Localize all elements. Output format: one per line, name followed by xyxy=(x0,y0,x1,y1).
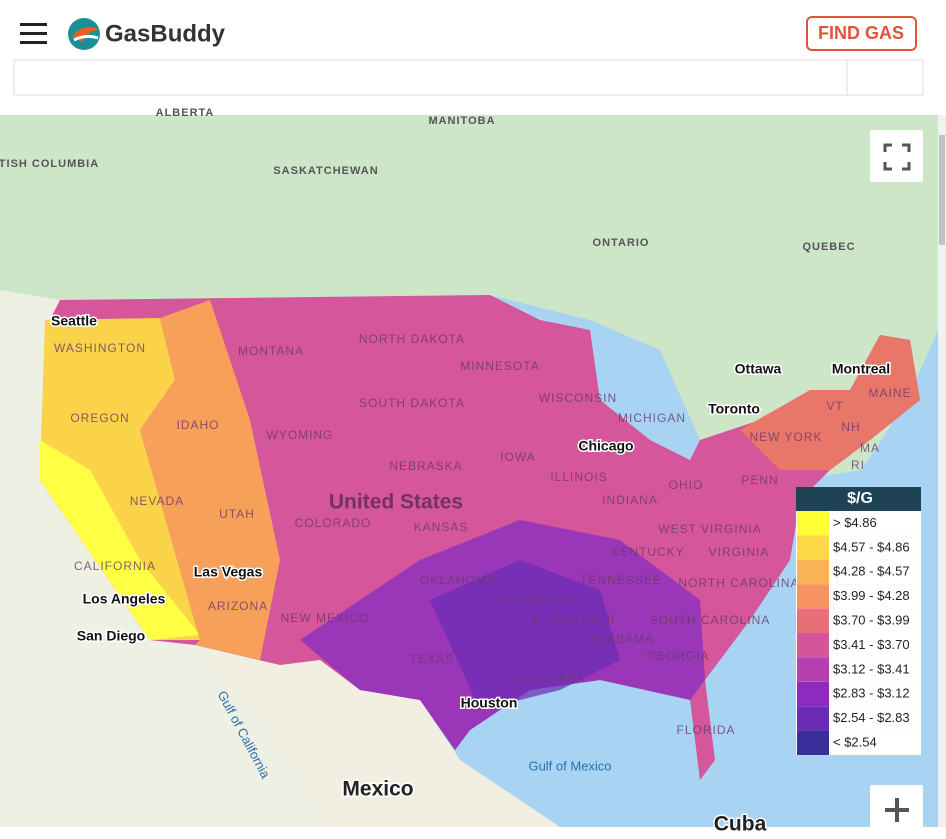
map-label: MISSISSIPPI xyxy=(533,612,615,626)
map-label: NORTH CAROLINA xyxy=(678,576,799,590)
map-label: ARIZONA xyxy=(208,599,268,613)
legend-label: $3.12 - $3.41 xyxy=(833,661,910,676)
fullscreen-icon xyxy=(883,143,911,171)
map-label: ILLINOIS xyxy=(550,470,607,484)
map-label: QUEBEC xyxy=(802,241,855,253)
map-label: KENTUCKY xyxy=(611,545,684,559)
map-label: VIRGINIA xyxy=(709,545,770,559)
map-label: OKLAHOMA xyxy=(420,573,496,587)
map-label: Las Vegas xyxy=(194,564,263,580)
legend-swatch xyxy=(797,535,829,560)
search-bar[interactable] xyxy=(13,59,924,96)
legend-swatch xyxy=(797,657,829,682)
map-label: Cuba xyxy=(714,813,767,834)
map-label: Seattle xyxy=(51,313,97,329)
legend-swatch xyxy=(797,608,829,633)
menu-button[interactable] xyxy=(20,23,47,44)
map-label: CALIFORNIA xyxy=(74,559,156,573)
legend-label: $3.99 - $4.28 xyxy=(833,588,910,603)
map-label: MAINE xyxy=(868,386,911,400)
fullscreen-button[interactable] xyxy=(870,130,923,182)
map-label: ALABAMA xyxy=(590,632,654,646)
map-label: IDAHO xyxy=(176,418,219,432)
map-label: MONTANA xyxy=(238,344,304,358)
legend-label: < $2.54 xyxy=(833,735,877,750)
map-label: MANITOBA xyxy=(428,115,495,127)
map-label: VT xyxy=(826,399,843,413)
map-label: MINNESOTA xyxy=(460,359,539,373)
map-label: ARKANSAS xyxy=(497,592,570,606)
button-label: FIND GAS xyxy=(818,23,904,43)
map-label: WEST VIRGINIA xyxy=(658,522,761,536)
map-label: Ottawa xyxy=(735,361,782,377)
map-label: COLORADO xyxy=(295,516,372,530)
map-label: UTAH xyxy=(219,507,255,521)
map-label: WYOMING xyxy=(267,428,334,442)
map-label: RI xyxy=(851,458,865,472)
map-label: MICHIGAN xyxy=(618,411,686,425)
map-label: WASHINGTON xyxy=(54,341,146,355)
map-label: Mexico xyxy=(342,778,413,801)
map-label: Los Angeles xyxy=(83,591,166,607)
map-label: MA xyxy=(860,441,880,455)
zoom-icon xyxy=(885,798,909,822)
map-label: INDIANA xyxy=(602,493,658,507)
legend: $/G > $4.86 $4.57 - $4.86 $4.28 - $4.57 $3.… xyxy=(796,487,921,755)
legend-swatch xyxy=(797,730,829,755)
map-label: NORTH DAKOTA xyxy=(359,332,465,346)
legend-label: $3.41 - $3.70 xyxy=(833,637,910,652)
map-label: TEXAS xyxy=(410,652,454,666)
map-label: San Diego xyxy=(77,628,145,644)
legend-label: $2.83 - $3.12 xyxy=(833,686,910,701)
legend-swatch xyxy=(797,511,829,536)
map-label: IOWA xyxy=(500,450,536,464)
map-label: FLORIDA xyxy=(676,723,735,737)
map-label: NEVADA xyxy=(130,494,184,508)
map-label: KANSAS xyxy=(414,520,469,534)
map-label: Gulf of Mexico xyxy=(528,758,611,773)
map-label: NH xyxy=(841,420,860,434)
map-label: ONTARIO xyxy=(593,237,650,249)
map-label: NEBRASKA xyxy=(389,459,462,473)
find-gas-button[interactable]: FIND GAS xyxy=(806,16,917,51)
legend-label: $4.57 - $4.86 xyxy=(833,539,910,554)
map-label: SOUTH DAKOTA xyxy=(359,396,465,410)
map[interactable] xyxy=(0,115,938,827)
map-label: WISCONSIN xyxy=(539,391,617,405)
map-label: NEW YORK xyxy=(749,430,822,444)
map-label: Chicago xyxy=(578,438,633,454)
map-label: OHIO xyxy=(669,478,704,492)
map-label: PENN xyxy=(741,473,778,487)
map-label: TENNESSEE xyxy=(580,573,662,587)
legend-swatch xyxy=(797,681,829,707)
map-label: LOUISIANA xyxy=(512,671,585,685)
logo-text: GasBuddy xyxy=(105,20,226,47)
map-label: NEW MEXICO xyxy=(281,611,370,625)
legend-label: > $4.86 xyxy=(833,515,877,530)
map-label: ALBERTA xyxy=(156,107,215,119)
map-label: Houston xyxy=(461,695,518,711)
map-label: SASKATCHEWAN xyxy=(273,165,378,177)
map-label: SOUTH CAROLINA xyxy=(650,613,771,627)
map-label: Toronto xyxy=(708,401,760,417)
legend-label: $2.54 - $2.83 xyxy=(833,710,910,725)
map-label: OREGON xyxy=(70,411,129,425)
legend-label: $3.70 - $3.99 xyxy=(833,613,910,628)
legend-swatch xyxy=(797,559,829,585)
scroll-thumb[interactable] xyxy=(939,135,945,245)
legend-swatch xyxy=(797,633,829,658)
legend-label: $4.28 - $4.57 xyxy=(833,564,910,579)
map-label: Montreal xyxy=(832,361,890,377)
header xyxy=(0,0,946,67)
scrollbar xyxy=(938,115,946,827)
logo[interactable]: GasBuddy xyxy=(68,18,226,50)
map-label: BRITISH COLUMBIA xyxy=(0,158,99,170)
map-label: United States xyxy=(329,491,463,514)
legend-swatch xyxy=(797,706,829,731)
legend-swatch xyxy=(797,584,829,609)
map-label: GEORGIA xyxy=(646,649,709,663)
legend-title: $/G xyxy=(847,490,873,507)
